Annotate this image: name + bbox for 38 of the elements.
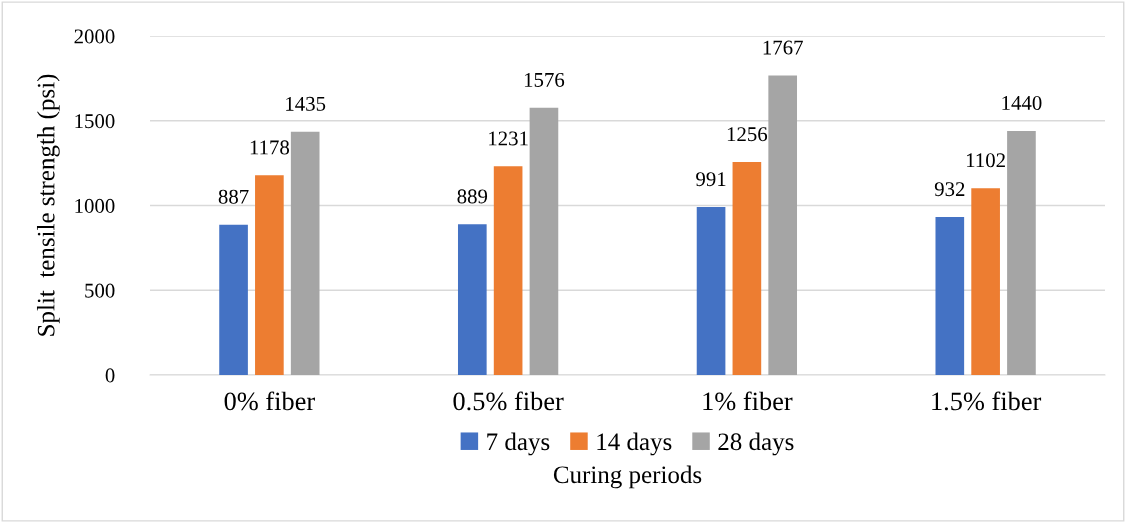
- y-tick-label: 0: [105, 368, 115, 383]
- data-label: 1767: [763, 40, 803, 55]
- y-tick-label: 1000: [75, 198, 115, 213]
- y-tick-label: 500: [85, 283, 115, 298]
- bar: [971, 188, 1000, 375]
- bar: [493, 166, 523, 375]
- bar: [732, 162, 762, 375]
- x-tick-label: 0% fiber: [224, 391, 315, 411]
- bar: [935, 217, 965, 375]
- data-label: 1102: [967, 153, 1005, 168]
- x-tick-label: 1.5% fiber: [932, 391, 1042, 411]
- bar: [529, 107, 559, 375]
- y-tick-label: 1500: [75, 114, 115, 129]
- data-label: 991: [696, 172, 726, 187]
- bar: [255, 175, 284, 375]
- bar: [696, 207, 726, 375]
- bar: [457, 224, 487, 375]
- data-label: 1256: [727, 127, 768, 142]
- data-label: 1231: [489, 131, 528, 146]
- bar: [1007, 130, 1036, 375]
- x-tick-label: 0.5% fiber: [453, 391, 564, 411]
- y-tick-label: 2000: [74, 29, 115, 44]
- data-label: 1576: [524, 72, 565, 87]
- data-label: 889: [457, 189, 488, 204]
- bar: [219, 224, 248, 375]
- y-axis-title: Split tensile strength (psi): [36, 74, 60, 336]
- legend-label: 7 days: [487, 432, 550, 456]
- x-axis-title: Curing periods: [553, 465, 702, 489]
- data-label: 1435: [286, 96, 326, 111]
- data-label: 887: [218, 189, 249, 204]
- bar: [768, 75, 798, 375]
- data-label: 1178: [250, 140, 290, 155]
- data-label: 932: [934, 182, 965, 197]
- data-label: 1440: [1002, 95, 1042, 111]
- bar: [290, 131, 320, 375]
- legend-label: 14 days: [597, 432, 672, 456]
- legend-label: 28 days: [718, 432, 794, 456]
- x-tick-label: 1% fiber: [703, 391, 793, 411]
